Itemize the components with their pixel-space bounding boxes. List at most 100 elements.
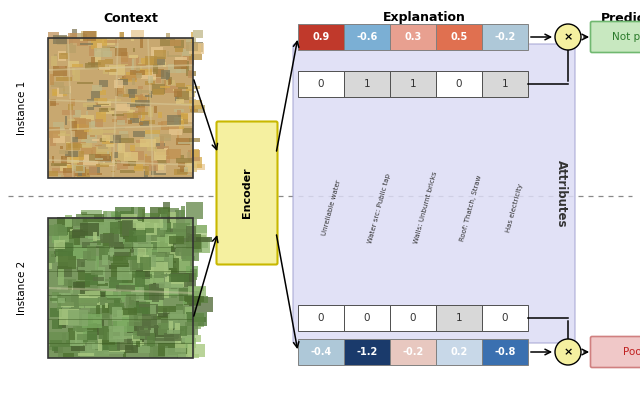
Bar	[103, 233, 114, 246]
Text: Attributes: Attributes	[554, 160, 568, 227]
Bar	[89, 122, 97, 128]
Bar	[156, 257, 170, 270]
Bar	[175, 48, 182, 52]
Bar	[108, 319, 112, 329]
Bar	[171, 286, 177, 298]
Bar	[159, 236, 174, 240]
Bar	[102, 255, 108, 265]
Bar	[120, 256, 143, 260]
Bar	[175, 40, 184, 48]
Bar	[164, 80, 167, 90]
Bar	[67, 244, 89, 259]
Bar	[132, 271, 152, 278]
Bar	[148, 296, 161, 305]
Bar	[58, 269, 65, 285]
Bar	[48, 38, 193, 178]
Bar	[184, 307, 196, 322]
Bar	[58, 287, 61, 290]
Bar	[146, 300, 163, 316]
Bar	[101, 111, 114, 114]
Bar	[141, 219, 162, 222]
Bar	[122, 339, 131, 351]
Bar	[145, 81, 156, 85]
Bar	[86, 121, 96, 125]
Bar	[90, 167, 100, 173]
Bar	[84, 128, 92, 132]
Bar	[124, 242, 132, 250]
Bar	[186, 61, 189, 71]
Text: Prediction: Prediction	[601, 11, 640, 24]
Bar	[176, 304, 182, 319]
Bar	[164, 343, 187, 356]
Bar	[118, 78, 124, 81]
Bar	[97, 49, 108, 52]
Bar	[120, 244, 138, 247]
Bar	[154, 149, 166, 160]
Bar	[51, 138, 56, 146]
Bar	[182, 246, 199, 261]
Bar	[77, 82, 93, 84]
Bar	[115, 46, 118, 55]
Bar	[131, 207, 142, 220]
Bar	[152, 223, 159, 237]
Bar	[344, 24, 390, 50]
Bar	[147, 70, 152, 74]
Bar	[140, 279, 153, 284]
Bar	[113, 329, 135, 339]
Bar	[157, 112, 163, 118]
Bar	[52, 122, 63, 130]
Bar	[139, 275, 155, 283]
Bar	[115, 244, 131, 257]
Bar	[192, 237, 209, 253]
Bar	[165, 348, 186, 357]
Bar	[298, 339, 344, 365]
Bar	[100, 221, 116, 225]
Text: 0: 0	[456, 79, 462, 89]
Bar	[120, 283, 139, 290]
Bar	[58, 36, 73, 45]
Bar	[180, 113, 188, 119]
Bar	[108, 222, 128, 233]
Bar	[70, 290, 80, 294]
Bar	[99, 342, 103, 351]
Bar	[54, 240, 65, 249]
Bar	[114, 152, 118, 158]
Bar	[82, 134, 84, 142]
Bar	[83, 155, 98, 165]
Bar	[111, 135, 121, 143]
Bar	[133, 130, 145, 137]
Text: ×: ×	[563, 32, 573, 42]
Bar	[118, 86, 124, 94]
Bar	[104, 303, 108, 308]
Bar	[83, 103, 96, 107]
Bar	[160, 136, 164, 146]
Bar	[67, 165, 83, 169]
Bar	[104, 211, 118, 227]
Bar	[118, 92, 124, 97]
Bar	[60, 164, 70, 171]
Bar	[160, 233, 173, 250]
Bar	[118, 285, 140, 297]
Bar	[188, 344, 205, 356]
Bar	[76, 166, 83, 171]
Bar	[86, 260, 97, 273]
Bar	[117, 310, 133, 326]
Bar	[135, 239, 157, 255]
Bar	[153, 64, 158, 73]
Bar	[135, 142, 148, 147]
Bar	[93, 105, 101, 107]
Bar	[109, 336, 127, 352]
Bar	[193, 235, 206, 238]
Bar	[58, 175, 61, 177]
Bar	[58, 225, 68, 235]
Bar	[186, 312, 207, 326]
Bar	[134, 346, 150, 353]
Bar	[87, 99, 98, 102]
Bar	[191, 106, 195, 112]
Bar	[175, 138, 190, 145]
Bar	[136, 223, 157, 235]
Bar	[132, 331, 145, 339]
Bar	[61, 156, 71, 163]
Bar	[129, 89, 134, 98]
Bar	[67, 168, 70, 176]
